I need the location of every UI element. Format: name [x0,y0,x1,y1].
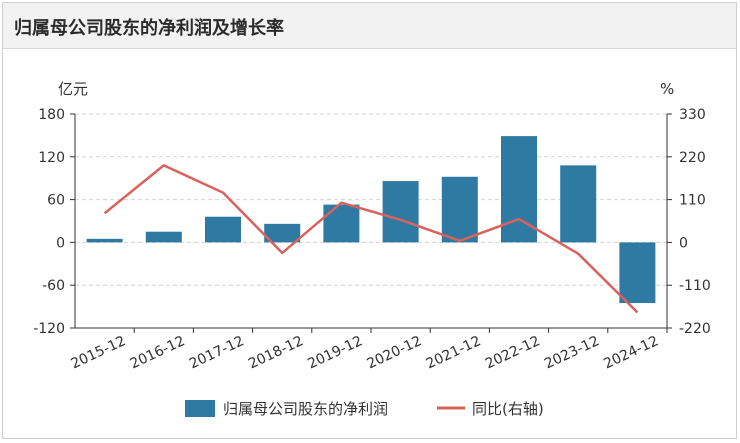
x-tick-label: 2022-12 [483,333,543,372]
legend-swatch-bar [185,400,215,417]
line-series-yoy [103,164,639,314]
right-tick-label: 330 [679,107,706,123]
right-tick-label: 0 [679,235,688,251]
right-tick-label: 110 [679,193,706,209]
x-tick-label: 2018-12 [246,333,306,372]
left-tick-label: 60 [47,193,65,209]
left-tick-label: 0 [56,235,65,251]
left-axis-unit: 亿元 [58,80,88,98]
left-tick-label: 180 [38,107,65,123]
bar [86,238,123,243]
bar [382,181,419,243]
right-tick-label: -220 [679,321,711,337]
x-tick-label: 2017-12 [187,333,247,372]
bar [205,216,241,243]
right-tick-label: 220 [679,150,706,166]
bar [323,204,360,243]
right-axis-unit: % [660,80,674,98]
legend-label-line: 同比(右轴) [472,400,544,418]
left-tick-label: 120 [38,150,65,166]
legend-label-bar: 归属母公司股东的净利润 [223,400,388,418]
x-tick-label: 2024-12 [601,333,661,372]
left-tick-label: -60 [42,278,65,294]
x-tick-label: 2020-12 [365,333,425,372]
bar [619,242,656,304]
right-tick-label: -110 [679,278,711,294]
x-tick-label: 2016-12 [128,333,188,372]
x-tick-label: 2023-12 [542,333,602,372]
x-tick-label: 2021-12 [424,333,484,372]
chart-panel: 归属母公司股东的净利润及增长率 [2,2,737,439]
bar [441,176,478,243]
left-tick-label: -120 [33,321,65,337]
bar [560,165,597,243]
x-tick-label: 2015-12 [69,333,129,372]
bar [145,231,182,243]
bar [264,223,301,243]
chart-title: 归属母公司股东的净利润及增长率 [14,18,284,39]
x-tick-label: 2019-12 [305,333,365,372]
chart-header: 归属母公司股东的净利润及增长率 [3,3,736,49]
